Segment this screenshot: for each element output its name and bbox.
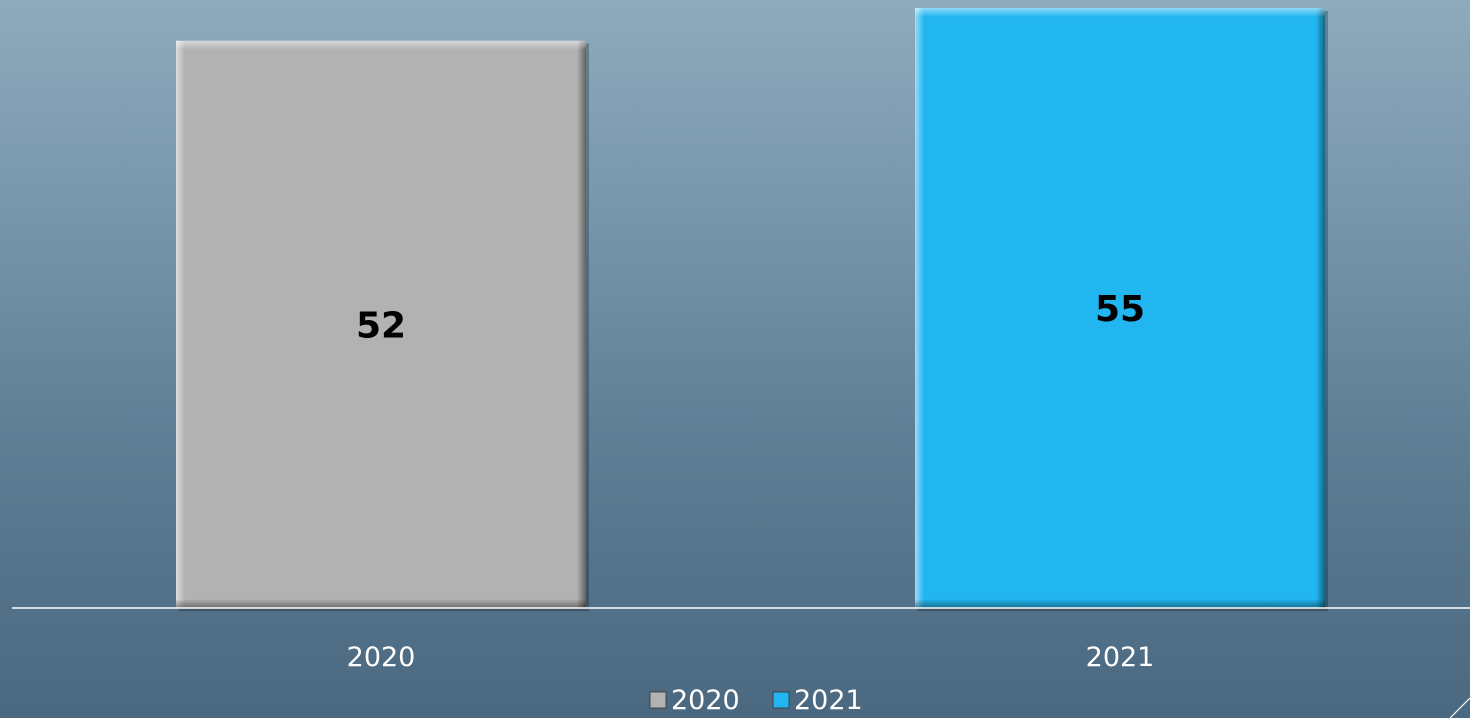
- bar-face: [915, 8, 1325, 608]
- bar-2020: [176, 40, 589, 611]
- bar-bevel-right: [577, 40, 586, 608]
- data-label-2020: 52: [356, 305, 406, 346]
- bar-2021: [915, 8, 1328, 611]
- bar-face: [176, 40, 586, 608]
- bar-bevel-bottom: [176, 599, 586, 608]
- data-label-2021: 55: [1095, 289, 1145, 330]
- bar-bevel-right: [1316, 8, 1325, 608]
- bar-bevel-left: [176, 40, 185, 608]
- legend-label-2020: 2020: [671, 685, 740, 716]
- x-tick-label-2020: 2020: [347, 642, 416, 673]
- x-tick-label-2021: 2021: [1086, 642, 1155, 673]
- legend-label-2021: 2021: [794, 685, 863, 716]
- bar-bevel-left: [915, 8, 924, 608]
- corner-decoration: [1449, 697, 1470, 718]
- legend-swatch-2021: [772, 691, 790, 709]
- bar-bevel-top: [915, 8, 1325, 17]
- bar-bevel-bottom: [915, 599, 1325, 608]
- legend-swatch-2020: [649, 691, 667, 709]
- bar-bevel-top: [176, 40, 586, 50]
